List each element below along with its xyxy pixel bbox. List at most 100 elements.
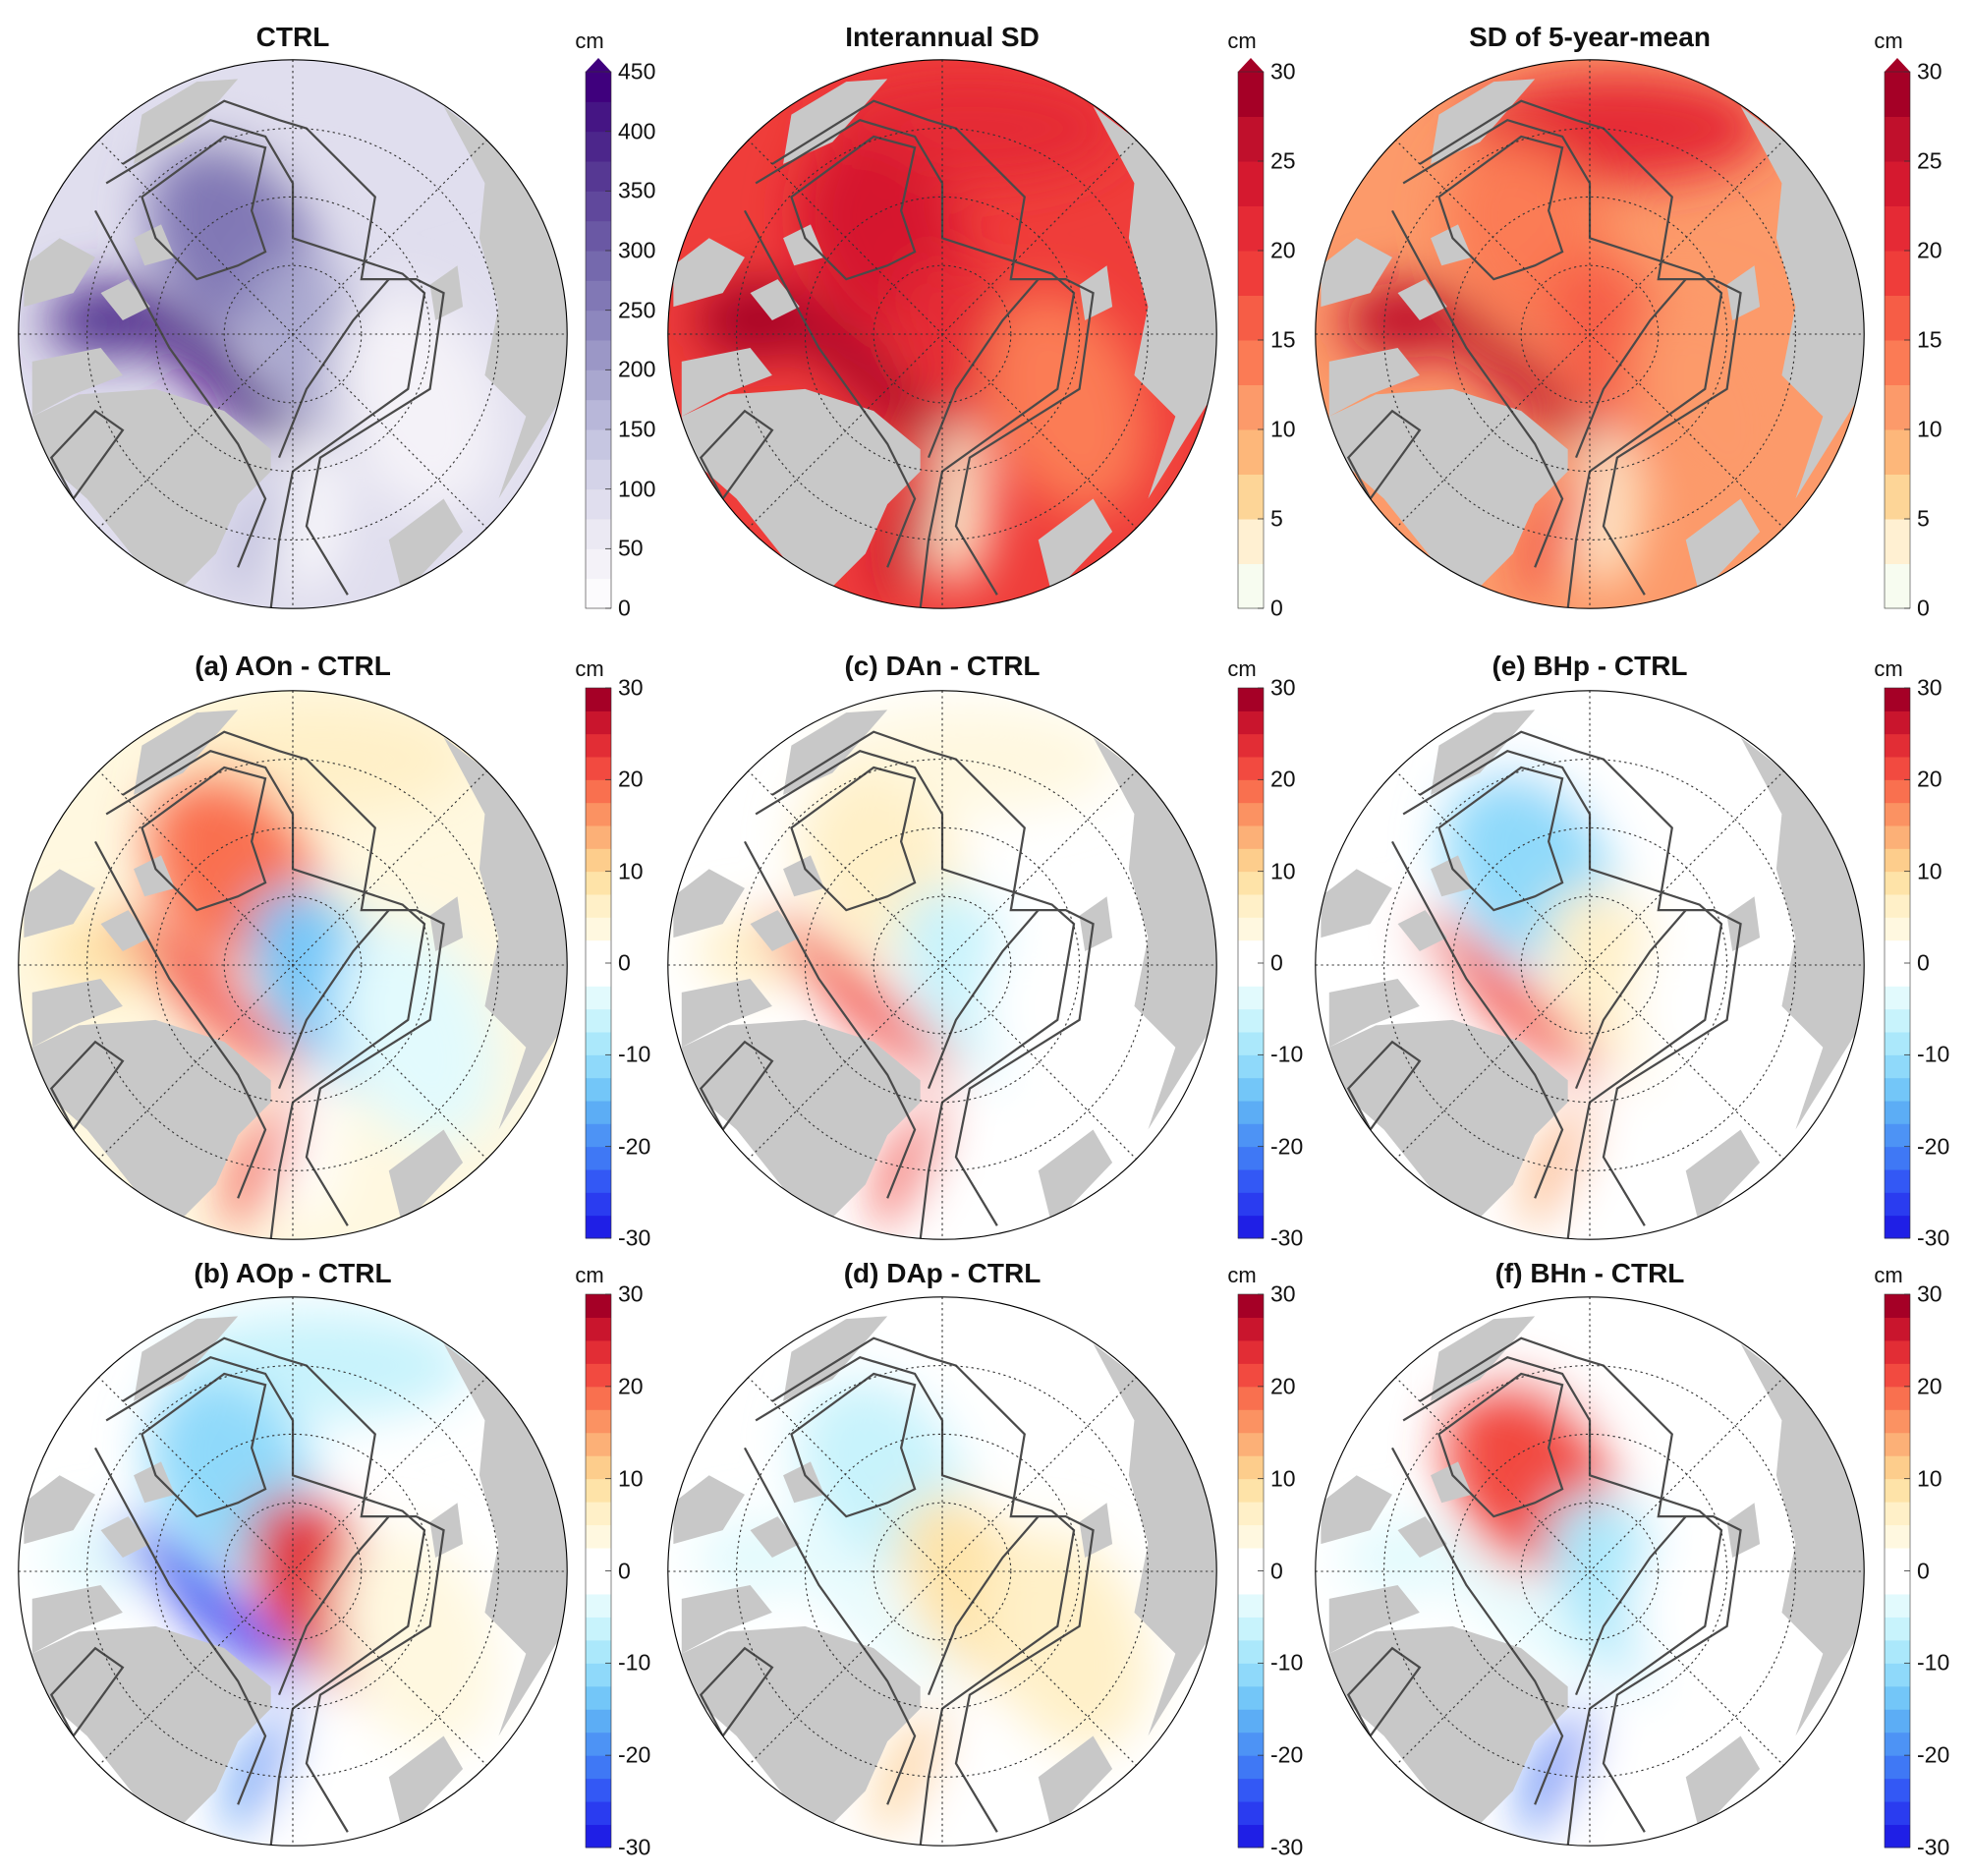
map-boundary	[667, 1296, 1217, 1847]
colorbar-segment	[586, 825, 611, 849]
colorbar-tick-label: -10	[618, 1041, 651, 1067]
colorbar-tick-label: 25	[1270, 147, 1296, 174]
colorbar-unit: cm	[575, 656, 604, 681]
colorbar-segment	[1885, 848, 1910, 873]
colorbar-tick-label: 10	[1917, 858, 1943, 884]
field-region-fram-strait	[273, 1052, 340, 1218]
colorbar-segment	[1238, 1685, 1264, 1710]
field-region-greenland-coast	[117, 913, 304, 1083]
polar-map	[18, 59, 568, 609]
colorbar-segment	[1238, 711, 1264, 735]
land-mass	[1397, 910, 1447, 952]
colorbar-segment	[586, 963, 611, 987]
colorbar-tick-label: -30	[1917, 1834, 1950, 1860]
colorbar-segment	[1238, 939, 1264, 964]
colorbar-tick-label: -20	[1270, 1741, 1304, 1768]
colorbar-segment	[586, 429, 611, 460]
colorbar-tick-label: 0	[1270, 949, 1283, 976]
colorbar-segment	[586, 1032, 611, 1055]
land-mass	[1431, 79, 1536, 164]
bathymetry-contour	[1437, 135, 1564, 281]
bathymetry-contour	[699, 1040, 774, 1132]
colorbar-tick-label: 20	[1917, 237, 1943, 263]
land-mass	[100, 910, 150, 952]
colorbar-segment	[1885, 779, 1910, 804]
bathymetry-contour	[1390, 1447, 1564, 1805]
colorbar-segment	[586, 1386, 611, 1410]
colorbar-segment	[1238, 1524, 1264, 1549]
colorbar-segment	[1885, 1755, 1910, 1780]
colorbar-segment	[1238, 963, 1264, 987]
colorbar-segment	[586, 340, 611, 370]
land-mass	[681, 1584, 772, 1654]
land-mass	[1328, 978, 1420, 1048]
colorbar-unit: cm	[1227, 28, 1257, 53]
colorbar-segment	[1885, 825, 1910, 849]
colorbar-segment	[586, 131, 611, 162]
colorbar-segment	[1885, 1709, 1910, 1734]
colorbar	[1884, 687, 1911, 1239]
colorbar-tick-label: 10	[1917, 1465, 1943, 1492]
colorbar-tick-label: 10	[618, 858, 644, 884]
bathymetry-contour	[1402, 750, 1723, 1240]
colorbar-segment	[1885, 733, 1910, 758]
colorbar-segment	[586, 1617, 611, 1641]
colorbar-segment	[586, 779, 611, 804]
colorbar-segment	[586, 1146, 611, 1170]
land-mass	[429, 1503, 464, 1559]
colorbar-tick-label: -10	[618, 1649, 651, 1676]
colorbar-extend-arrow	[586, 58, 611, 72]
colorbar-segment	[1885, 1663, 1910, 1687]
bathymetry-contour	[141, 766, 267, 912]
colorbar-segment	[586, 939, 611, 964]
colorbar-segment	[586, 548, 611, 580]
bathymetry-contour	[49, 1040, 125, 1132]
panel-title: SD of 5-year-mean	[1469, 22, 1711, 52]
colorbar-segment	[1238, 563, 1264, 609]
colorbar-segment	[1238, 1778, 1264, 1802]
colorbar-segment	[586, 1548, 611, 1571]
colorbar-segment	[1885, 802, 1910, 826]
colorbar-segment	[1238, 1294, 1264, 1318]
colorbar-segment	[1238, 205, 1264, 252]
land-mass	[1079, 265, 1113, 321]
colorbar-segment	[1885, 1478, 1910, 1503]
land-mass	[31, 347, 123, 417]
colorbar-segment	[1238, 1146, 1264, 1170]
bathymetry-contour	[743, 840, 917, 1199]
bathymetry-contour	[1390, 209, 1564, 568]
colorbar-segment	[1238, 1101, 1264, 1124]
colorbar-tick-label: 100	[618, 476, 656, 502]
land-mass	[673, 238, 745, 308]
panel-title: Interannual SD	[845, 22, 1040, 52]
colorbar-tick-label: -20	[618, 1133, 651, 1160]
colorbar-segment	[586, 1215, 611, 1239]
colorbar-segment	[1238, 1455, 1264, 1480]
colorbar-segment	[1885, 688, 1910, 711]
colorbar-segment	[586, 1824, 611, 1848]
colorbar-segment	[1885, 711, 1910, 735]
graticule	[18, 690, 568, 1240]
land-mass	[783, 710, 888, 795]
colorbar-segment	[1238, 1663, 1264, 1687]
colorbar-tick-label: 400	[618, 118, 656, 144]
colorbar-segment	[586, 1123, 611, 1148]
colorbar	[1237, 687, 1265, 1239]
land-mass	[24, 869, 95, 938]
bathymetry-contour	[743, 209, 917, 568]
colorbar-segment	[1885, 1524, 1910, 1549]
colorbar-segment	[1885, 1824, 1910, 1848]
colorbar-segment	[586, 488, 611, 520]
land-mass	[681, 1625, 921, 1824]
colorbar-segment	[1238, 733, 1264, 758]
colorbar-segment	[586, 1339, 611, 1364]
land-mass	[1397, 1516, 1447, 1559]
colorbar-segment	[586, 1502, 611, 1526]
colorbar-segment	[1885, 1639, 1910, 1664]
land-mass	[134, 855, 175, 897]
bathymetry-contour	[1346, 409, 1422, 501]
land-mass	[100, 279, 150, 321]
bathymetry-contour	[771, 730, 1095, 1226]
colorbar-segment	[1885, 1169, 1910, 1193]
colorbar-segment	[1238, 1192, 1264, 1217]
